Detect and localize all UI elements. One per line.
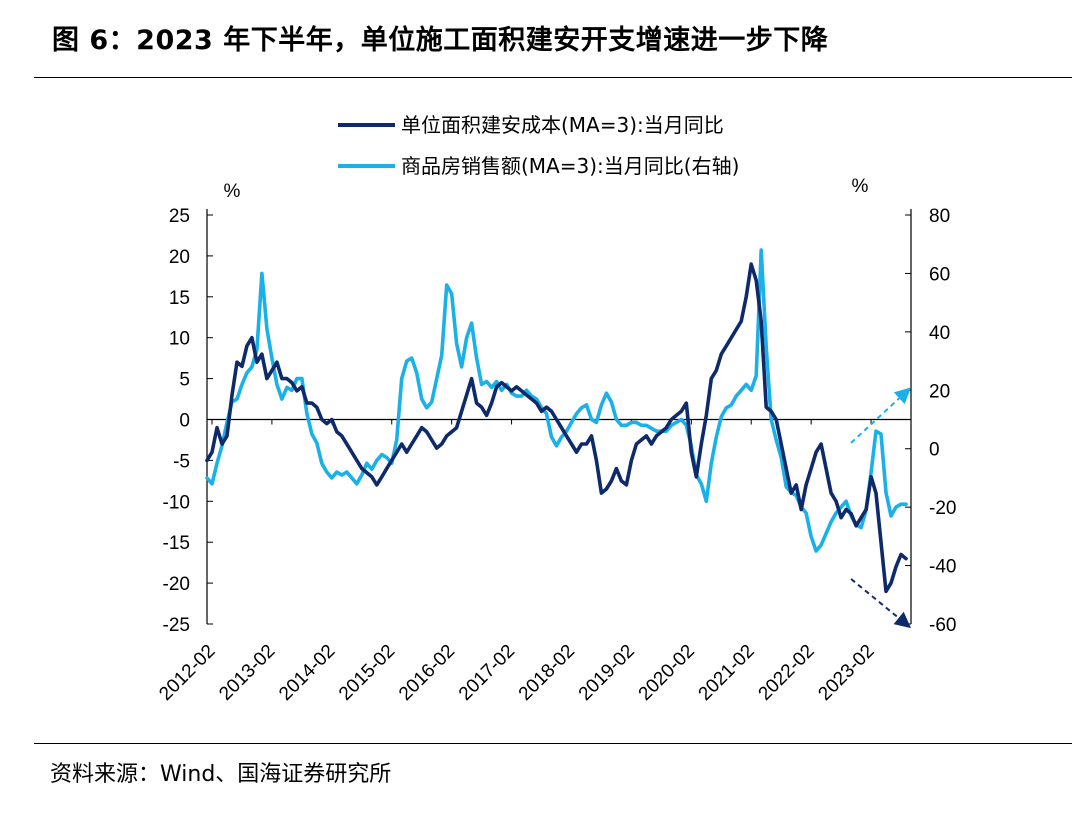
x-tick-label: 2013-02 xyxy=(215,641,279,705)
right-tick-label: 60 xyxy=(929,264,950,285)
left-axis-unit: % xyxy=(224,181,241,202)
left-tick-label: -5 xyxy=(173,451,190,472)
annotation-arrow-head xyxy=(893,387,911,405)
source-note: 资料来源：Wind、国海证券研究所 xyxy=(50,762,392,787)
right-tick-label: 40 xyxy=(929,323,950,344)
x-tick-label: 2019-02 xyxy=(575,641,639,705)
right-tick-label: -20 xyxy=(929,498,956,519)
left-tick-label: 15 xyxy=(169,288,190,309)
title-rule xyxy=(34,77,1072,78)
left-tick-label: -25 xyxy=(163,615,190,636)
legend-label: 商品房销售额(MA=3):当月同比(右轴) xyxy=(401,154,739,178)
x-tick-label: 2015-02 xyxy=(335,641,399,705)
x-tick-label: 2023-02 xyxy=(814,641,878,705)
right-tick-label: 0 xyxy=(929,440,940,461)
right-tick-label: -60 xyxy=(929,615,956,636)
x-tick-label: 2012-02 xyxy=(155,641,219,705)
chart-series xyxy=(205,248,908,594)
x-tick-label: 2014-02 xyxy=(275,641,339,705)
left-tick-label: 10 xyxy=(169,329,190,350)
left-tick-label: -10 xyxy=(163,492,190,513)
right-tick-label: 20 xyxy=(929,381,950,402)
chart-annotations xyxy=(850,387,911,629)
right-tick-label: -40 xyxy=(929,557,956,578)
left-tick-label: -20 xyxy=(163,574,190,595)
x-tick-label: 2020-02 xyxy=(635,641,699,705)
right-tick-label: 80 xyxy=(929,206,950,227)
legend-label: 单位面积建安成本(MA=3):当月同比 xyxy=(401,113,724,137)
x-tick-label: 2021-02 xyxy=(695,641,759,705)
left-tick-label: -15 xyxy=(163,533,190,554)
left-tick-label: 5 xyxy=(179,370,190,391)
figure-title: 图 6：2023 年下半年，单位施工面积建安开支增速进一步下降 xyxy=(52,25,829,56)
right-axis-unit: % xyxy=(852,176,869,197)
source-rule xyxy=(34,743,1072,744)
x-tick-label: 2016-02 xyxy=(395,641,459,705)
series-line-cost xyxy=(205,262,908,594)
left-tick-label: 20 xyxy=(169,247,190,268)
line-chart: 单位面积建安成本(MA=3):当月同比商品房销售额(MA=3):当月同比(右轴)… xyxy=(155,113,956,705)
annotation-arrow-line xyxy=(850,578,900,619)
left-tick-label: 0 xyxy=(179,411,190,432)
x-tick-label: 2017-02 xyxy=(455,641,519,705)
chart-axes: % % 25 20 15 10 5 0 -5 -10 -15 -20 -25 80 60 40 20 0 -20 -4… xyxy=(155,176,956,705)
left-tick-label: 25 xyxy=(169,206,190,227)
annotation-arrow-line xyxy=(850,397,900,444)
x-tick-label: 2022-02 xyxy=(755,641,819,705)
annotation-arrow-head xyxy=(893,611,911,629)
x-tick-label: 2018-02 xyxy=(515,641,579,705)
